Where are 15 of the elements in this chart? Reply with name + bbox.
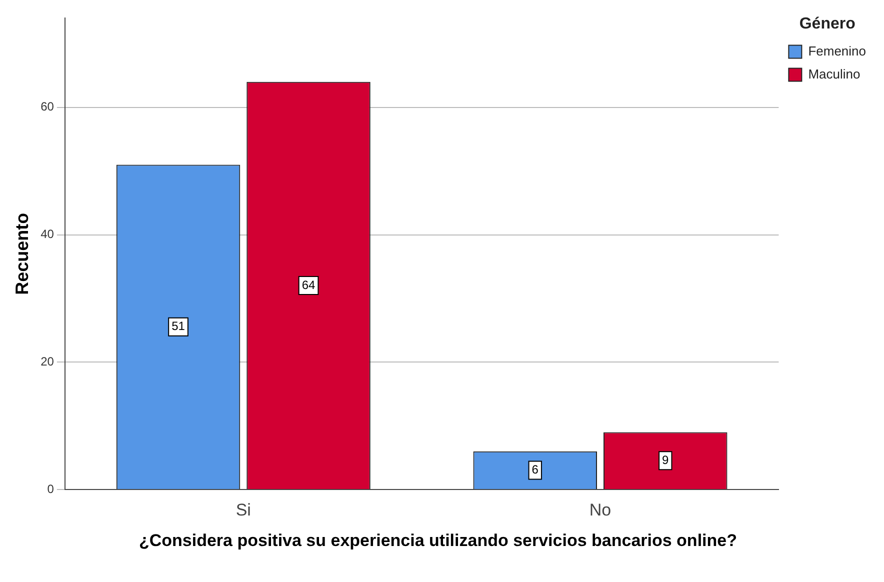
x-axis-title: ¿Considera positiva su experiencia utilizando servicios bancarios online? (138, 531, 738, 550)
y-axis-title: Recuento (12, 212, 32, 295)
y-tick-label: 40 (40, 227, 54, 242)
y-tick-label: 0 (47, 482, 54, 496)
y-tick-label: 20 (40, 354, 54, 369)
data-label: 6 (532, 462, 539, 477)
x-tick-label: Si (236, 500, 251, 520)
data-label: 51 (172, 319, 186, 334)
x-tick-label: No (589, 500, 612, 520)
data-label: 9 (662, 452, 670, 467)
data-label: 64 (302, 278, 316, 292)
legend-label: Maculino (808, 66, 860, 82)
legend-label: Femenino (808, 43, 866, 58)
legend-title: Género (799, 15, 856, 32)
y-tick-label: 60 (40, 100, 54, 114)
